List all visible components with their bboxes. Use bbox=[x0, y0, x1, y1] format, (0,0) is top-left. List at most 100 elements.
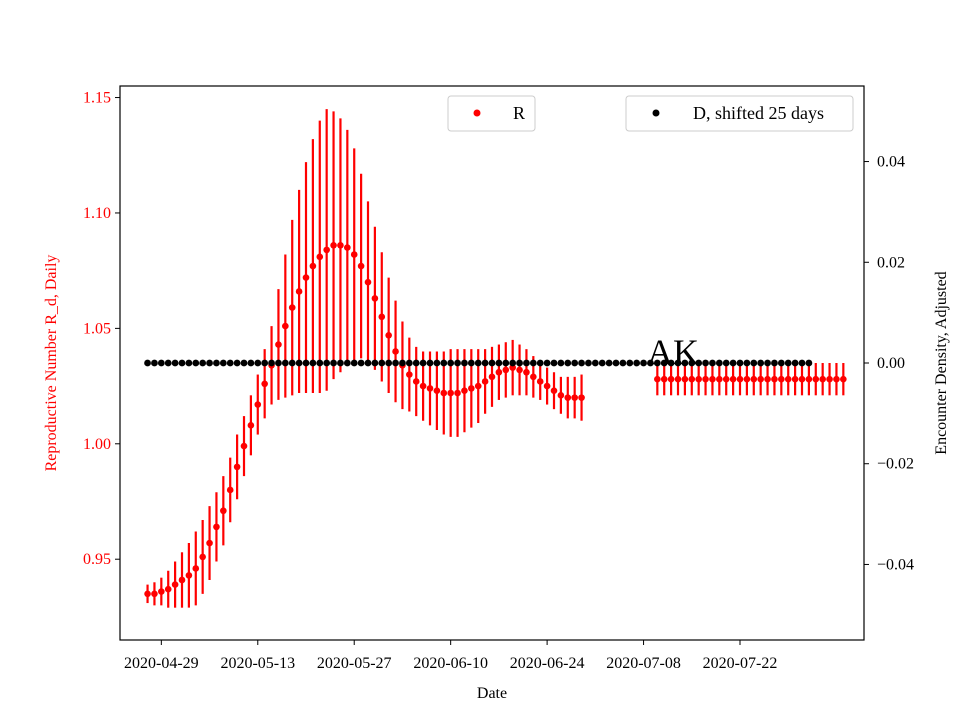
x-tick-label: 2020-05-27 bbox=[317, 655, 392, 672]
d-point bbox=[392, 359, 399, 367]
r-point bbox=[784, 375, 792, 383]
legend-d: D, shifted 25 days bbox=[625, 95, 854, 132]
r-point bbox=[709, 375, 716, 383]
d-point bbox=[591, 359, 599, 367]
d-point bbox=[764, 359, 771, 367]
r-point bbox=[378, 313, 386, 321]
state-annotation: AK bbox=[647, 332, 699, 372]
d-point bbox=[275, 359, 282, 367]
d-point bbox=[578, 359, 585, 367]
r-point bbox=[247, 422, 255, 429]
r-point bbox=[536, 378, 544, 385]
d-point bbox=[516, 359, 523, 367]
d-point bbox=[378, 359, 386, 367]
d-point bbox=[316, 359, 324, 367]
r-point bbox=[771, 375, 778, 383]
r-point bbox=[778, 375, 785, 383]
r-point bbox=[681, 375, 689, 383]
d-point bbox=[281, 359, 289, 367]
d-point bbox=[144, 359, 151, 367]
r-point bbox=[833, 375, 840, 383]
d-point bbox=[777, 359, 785, 367]
r-point bbox=[716, 375, 723, 383]
left-tick-label: 1.00 bbox=[83, 436, 111, 453]
d-point bbox=[557, 359, 565, 367]
d-point bbox=[192, 359, 200, 367]
r-point bbox=[178, 576, 186, 584]
d-point bbox=[729, 359, 737, 367]
d-point bbox=[736, 359, 744, 367]
d-point bbox=[488, 359, 496, 367]
d-point bbox=[461, 359, 468, 367]
d-point bbox=[309, 359, 317, 367]
legend-r-marker bbox=[473, 109, 481, 117]
r-point bbox=[722, 375, 730, 383]
d-point bbox=[647, 359, 654, 367]
r-point bbox=[357, 262, 365, 270]
r-point bbox=[447, 389, 454, 397]
d-point bbox=[412, 359, 420, 367]
r-point bbox=[571, 394, 578, 401]
r-point bbox=[392, 348, 399, 355]
d-point bbox=[419, 359, 427, 367]
left-axis-label: Reproductive Number R_d, Daily bbox=[43, 255, 60, 472]
r-point bbox=[468, 385, 475, 392]
right-tick-label: 0.02 bbox=[877, 254, 905, 271]
right-tick-label: 0.00 bbox=[877, 355, 905, 372]
r-point bbox=[158, 588, 165, 595]
d-point bbox=[226, 359, 234, 367]
d-point bbox=[709, 359, 716, 367]
d-point bbox=[784, 359, 792, 367]
d-point bbox=[715, 359, 723, 367]
r-point bbox=[151, 590, 158, 598]
r-point bbox=[226, 486, 234, 494]
legend-d-marker bbox=[652, 109, 660, 117]
r-point bbox=[440, 389, 448, 397]
d-point bbox=[295, 359, 303, 367]
r-point bbox=[192, 565, 200, 572]
d-point bbox=[509, 359, 517, 367]
d-point bbox=[371, 359, 379, 367]
r-point bbox=[364, 278, 372, 286]
r-point bbox=[233, 463, 241, 471]
d-point bbox=[619, 359, 627, 367]
r-point bbox=[433, 387, 441, 395]
d-point bbox=[426, 359, 434, 367]
d-point bbox=[157, 359, 165, 367]
r-point bbox=[288, 304, 296, 311]
r-point bbox=[502, 366, 510, 374]
d-point bbox=[502, 359, 510, 367]
r-point bbox=[543, 382, 551, 390]
r-point bbox=[798, 375, 806, 383]
r-point bbox=[840, 375, 847, 383]
plot-marks bbox=[144, 109, 847, 608]
d-point bbox=[213, 359, 220, 367]
d-point bbox=[605, 359, 613, 367]
d-point bbox=[750, 359, 758, 367]
r-point bbox=[275, 341, 282, 348]
d-point bbox=[323, 359, 331, 367]
r-point bbox=[764, 375, 771, 383]
d-point bbox=[261, 359, 269, 367]
right-tick-label: −0.02 bbox=[877, 456, 914, 473]
r-point bbox=[213, 523, 220, 531]
r-point bbox=[316, 253, 324, 261]
d-point bbox=[405, 359, 413, 367]
r-point bbox=[654, 375, 661, 383]
r-point bbox=[419, 382, 427, 390]
r-point bbox=[240, 442, 248, 450]
x-tick-label: 2020-06-24 bbox=[510, 655, 585, 672]
d-point bbox=[164, 359, 172, 367]
r-point bbox=[295, 288, 303, 295]
r-point bbox=[826, 375, 833, 383]
r-point bbox=[702, 375, 709, 383]
r-point bbox=[309, 262, 317, 270]
r-point bbox=[199, 553, 206, 561]
r-point bbox=[523, 368, 530, 376]
r-point bbox=[750, 375, 758, 383]
d-point bbox=[433, 359, 441, 367]
legend-r: R bbox=[447, 95, 536, 132]
d-point bbox=[399, 359, 406, 367]
d-point bbox=[171, 359, 179, 367]
r-point bbox=[530, 373, 537, 381]
